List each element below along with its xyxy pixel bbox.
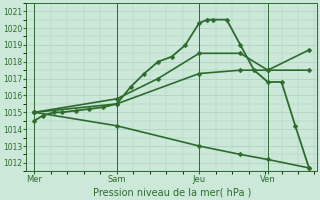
X-axis label: Pression niveau de la mer( hPa ): Pression niveau de la mer( hPa ) [92,187,251,197]
